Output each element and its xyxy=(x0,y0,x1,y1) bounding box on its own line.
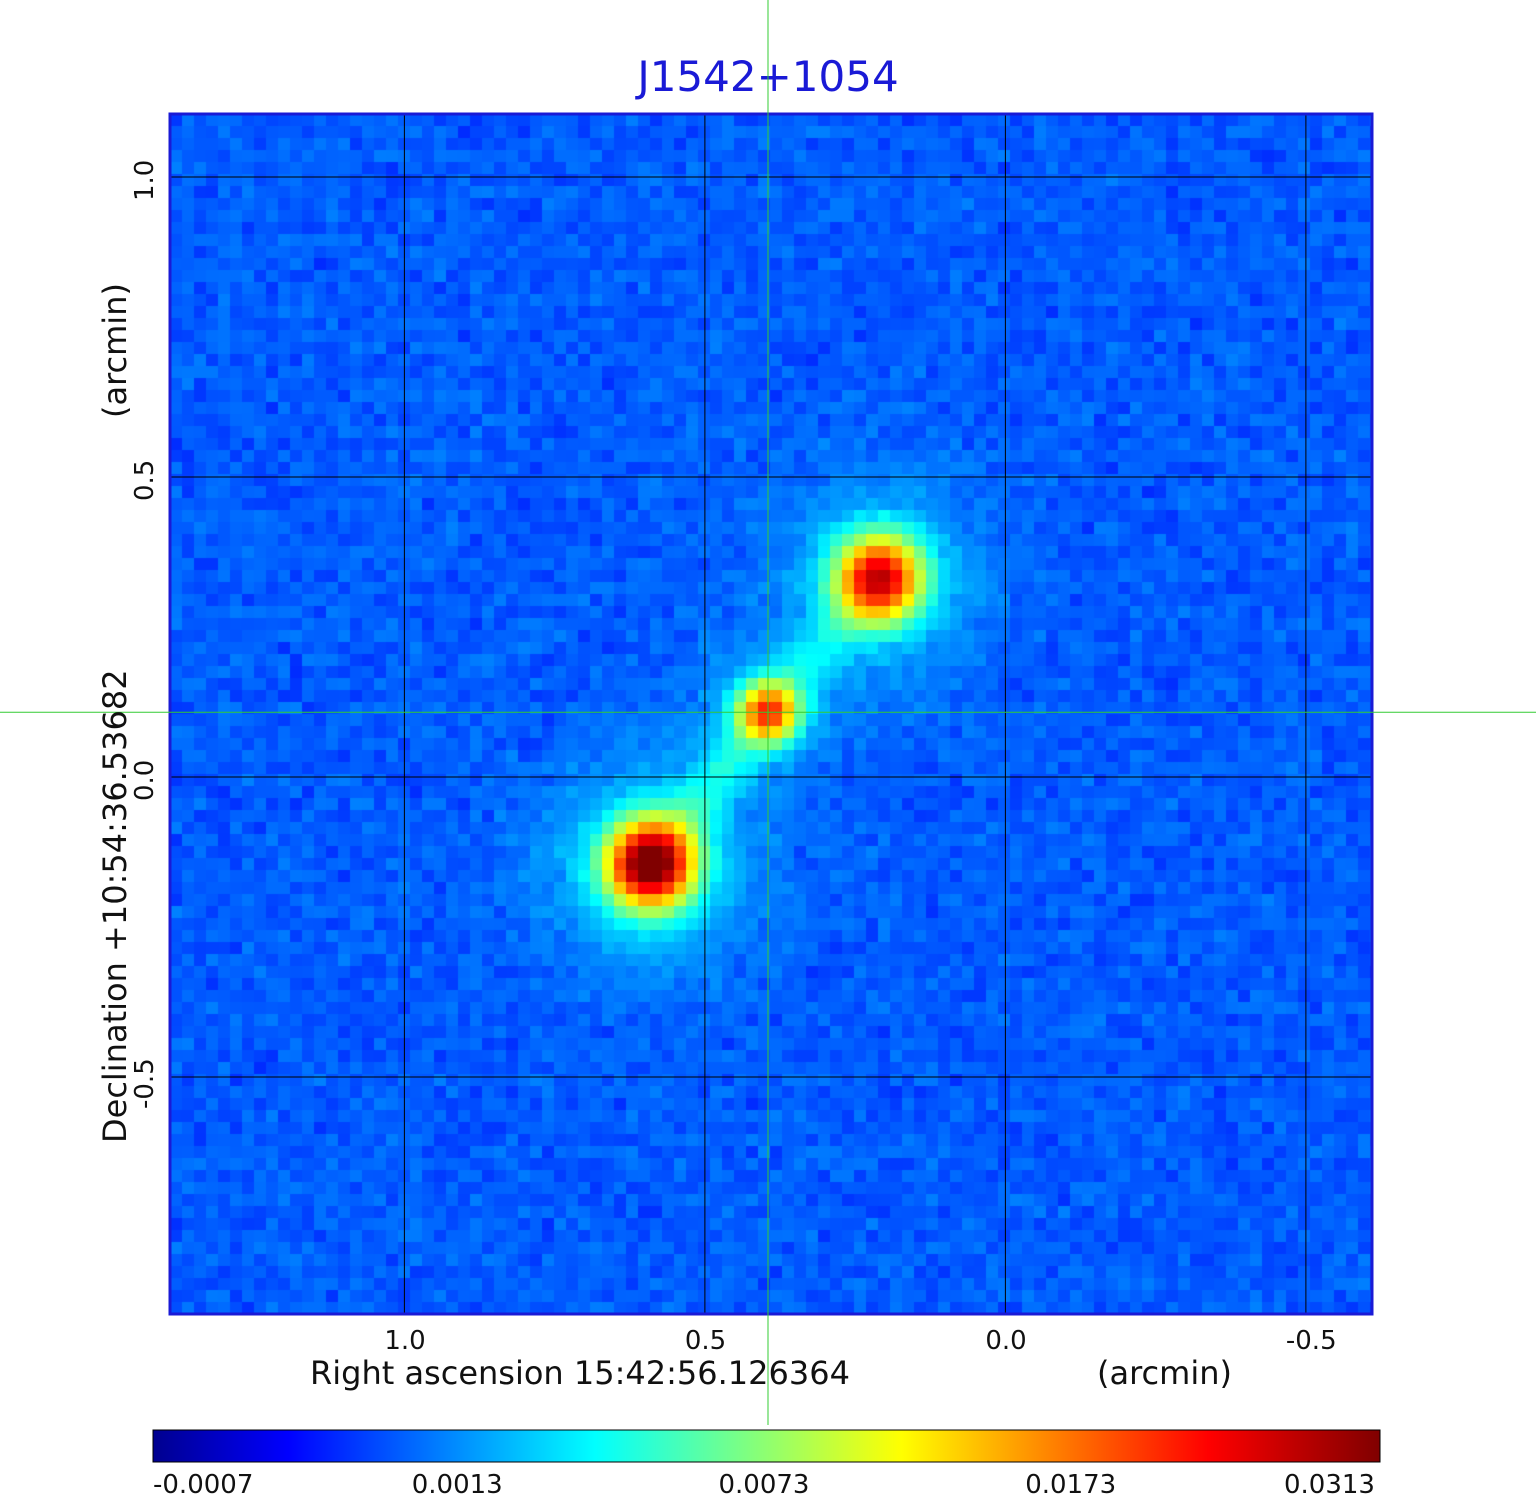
plot-frame xyxy=(168,112,1374,1316)
x-tick-label: 0.0 xyxy=(985,1326,1027,1356)
y-axis-label: Declination +10:54:36.53682 xyxy=(96,669,134,1143)
colorbar-tick-label: 0.0013 xyxy=(411,1470,503,1500)
y-tick-label: 0.5 xyxy=(130,459,160,501)
x-tick-label: 0.5 xyxy=(684,1326,727,1356)
y-tick-label: -0.5 xyxy=(130,1058,160,1109)
colorbar-tick-label: 0.0313 xyxy=(1284,1470,1375,1500)
x-axis-label: Right ascension 15:42:56.126364 xyxy=(310,1354,850,1392)
crosshair xyxy=(0,0,1536,1425)
y-tick-label: 1.0 xyxy=(130,159,160,201)
colorbar xyxy=(152,1429,1381,1463)
y-tick-label: 0.0 xyxy=(130,759,160,801)
x-axis-unit: (arcmin) xyxy=(1097,1354,1232,1392)
colorbar-tick-label: 0.0173 xyxy=(1025,1470,1117,1500)
grid-lines xyxy=(170,114,1372,1314)
x-tick-label: -0.5 xyxy=(1285,1326,1337,1356)
heatmap-image xyxy=(170,114,1372,1314)
image-holder xyxy=(170,114,1372,1314)
x-tick-label: 1.0 xyxy=(384,1326,426,1356)
colorbar-tick-label: 0.0073 xyxy=(718,1470,810,1500)
y-axis-unit: (arcmin) xyxy=(96,283,134,418)
colorbar-tick-label: -0.0007 xyxy=(153,1470,254,1500)
